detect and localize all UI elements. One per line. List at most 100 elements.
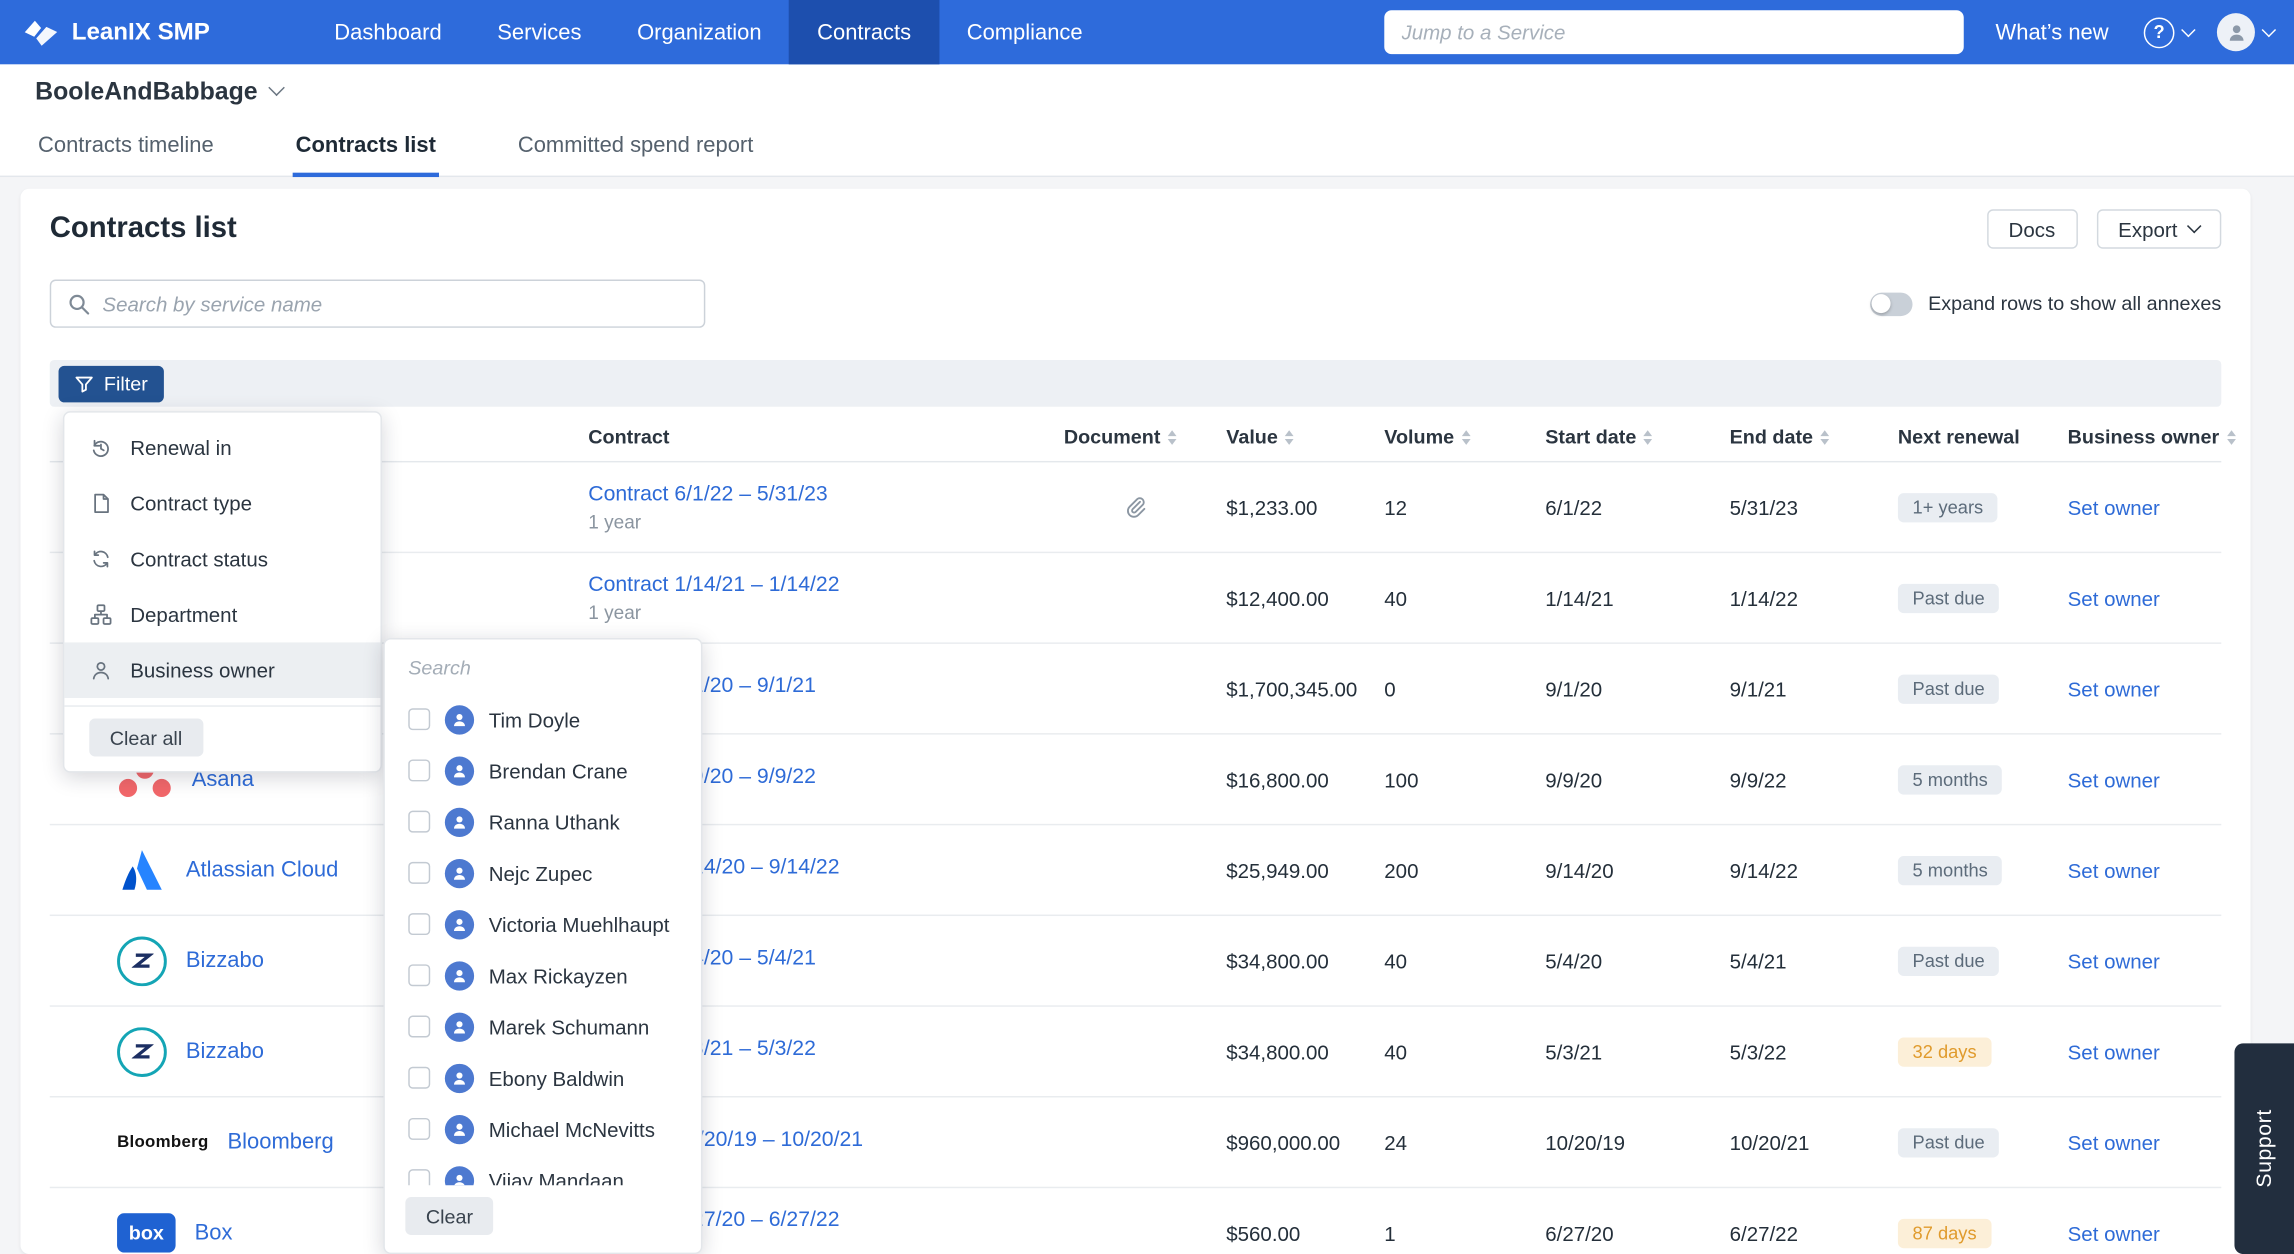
col-start-date[interactable]: Start date bbox=[1545, 426, 1729, 448]
value-cell: $25,949.00 bbox=[1226, 858, 1329, 882]
expand-annexes-toggle[interactable] bbox=[1869, 291, 1912, 316]
service-link[interactable]: Box bbox=[194, 1220, 233, 1246]
brand-name: LeanIX SMP bbox=[71, 18, 210, 45]
service-link[interactable]: Bloomberg bbox=[227, 1129, 334, 1155]
checkbox[interactable] bbox=[408, 861, 431, 884]
filter-option-business-owner[interactable]: Business owner bbox=[64, 642, 381, 698]
sort-icon[interactable] bbox=[1820, 429, 1830, 445]
owner-option[interactable]: Vijay Mandaan bbox=[385, 1155, 701, 1186]
export-button[interactable]: Export bbox=[2096, 209, 2222, 249]
table-toolbar: Expand rows to show all annexes bbox=[49, 279, 2222, 328]
owner-option[interactable]: Ranna Uthank bbox=[385, 796, 701, 847]
nav-dashboard[interactable]: Dashboard bbox=[334, 19, 442, 45]
clear-owner-filter-button[interactable]: Clear bbox=[405, 1196, 494, 1236]
service-link[interactable]: Bizzabo bbox=[185, 1038, 264, 1064]
help-menu[interactable]: ? bbox=[2143, 16, 2196, 48]
clear-all-filters-button[interactable]: Clear all bbox=[89, 718, 203, 757]
filter-option-renewal-in[interactable]: Renewal in bbox=[64, 420, 380, 476]
col-volume[interactable]: Volume bbox=[1384, 426, 1545, 448]
tab-contracts-timeline[interactable]: Contracts timeline bbox=[38, 133, 214, 159]
docs-button[interactable]: Docs bbox=[1986, 209, 2078, 249]
checkbox[interactable] bbox=[408, 1117, 431, 1140]
owner-cell: Set owner bbox=[2068, 1040, 2222, 1063]
leanix-logo-icon bbox=[23, 18, 58, 46]
filter-dropdown-footer: Clear all bbox=[64, 705, 381, 771]
service-cell: Bloomberg Bloomberg bbox=[50, 1130, 588, 1155]
col-business-owner[interactable]: Business owner bbox=[2068, 426, 2236, 448]
paperclip-icon[interactable] bbox=[1122, 495, 1226, 520]
nav-contracts[interactable]: Contracts bbox=[789, 0, 939, 65]
document-cell[interactable] bbox=[1064, 495, 1226, 520]
col-end-date[interactable]: End date bbox=[1730, 426, 1898, 448]
tab-committed-spend-report[interactable]: Committed spend report bbox=[517, 133, 754, 159]
owner-option-label: Marek Schumann bbox=[488, 1014, 650, 1039]
sort-icon[interactable] bbox=[1461, 429, 1471, 445]
set-owner-link[interactable]: Set owner bbox=[2067, 948, 2160, 973]
set-owner-link[interactable]: Set owner bbox=[2067, 586, 2160, 610]
filter-option-contract-type[interactable]: Contract type bbox=[64, 476, 380, 532]
set-owner-link[interactable]: Set owner bbox=[2067, 495, 2160, 519]
sort-icon[interactable] bbox=[1643, 429, 1653, 445]
set-owner-link[interactable]: Set owner bbox=[2067, 767, 2160, 791]
table-row: Atlassian Cloud Contract 9/14/20 – 9/14/… bbox=[49, 825, 2222, 917]
filter-option-department[interactable]: Department bbox=[64, 587, 380, 643]
checkbox[interactable] bbox=[408, 759, 431, 782]
sort-icon[interactable] bbox=[1167, 429, 1177, 445]
owner-option[interactable]: Michael McNevitts bbox=[385, 1103, 701, 1154]
service-link[interactable]: Atlassian Cloud bbox=[185, 857, 339, 883]
nav-services[interactable]: Services bbox=[497, 19, 582, 45]
set-owner-link[interactable]: Set owner bbox=[2067, 1039, 2160, 1064]
expand-annexes-label: Expand rows to show all annexes bbox=[1928, 292, 2222, 315]
jump-to-service-search[interactable] bbox=[1383, 10, 1964, 55]
service-name-search-input[interactable] bbox=[102, 291, 688, 316]
col-contract: Contract bbox=[588, 425, 670, 448]
owner-option[interactable]: Marek Schumann bbox=[385, 1001, 701, 1052]
owner-option[interactable]: Nejc Zupec bbox=[385, 847, 701, 898]
contract-duration: 1 year bbox=[588, 600, 642, 623]
owner-search[interactable] bbox=[385, 639, 701, 690]
filter-button[interactable]: Filter bbox=[58, 365, 164, 402]
checkbox[interactable] bbox=[408, 964, 431, 987]
workspace-name[interactable]: BooleAndBabbage bbox=[35, 76, 258, 105]
owner-option[interactable]: Ebony Baldwin bbox=[385, 1052, 701, 1103]
nav-organization[interactable]: Organization bbox=[637, 19, 762, 45]
owner-option[interactable]: Max Rickayzen bbox=[385, 950, 701, 1001]
col-value[interactable]: Value bbox=[1226, 426, 1384, 448]
service-name-search[interactable] bbox=[49, 279, 706, 328]
end-date-cell: 5/31/23 bbox=[1729, 495, 1798, 519]
whats-new-link[interactable]: What’s new bbox=[1995, 19, 2109, 45]
owner-option[interactable]: Victoria Muehlhaupt bbox=[385, 898, 701, 949]
filter-option-contract-status[interactable]: Contract status bbox=[64, 531, 380, 587]
sort-icon[interactable] bbox=[2226, 429, 2236, 445]
support-tab[interactable]: Support bbox=[2234, 1043, 2294, 1254]
nav-compliance[interactable]: Compliance bbox=[966, 19, 1083, 45]
owner-option[interactable]: Tim Doyle bbox=[385, 694, 701, 745]
checkbox[interactable] bbox=[408, 1066, 431, 1089]
owner-option-label: Nejc Zupec bbox=[488, 861, 593, 885]
set-owner-link[interactable]: Set owner bbox=[2067, 858, 2160, 882]
checkbox[interactable] bbox=[408, 913, 431, 936]
owner-option[interactable]: Brendan Crane bbox=[385, 745, 701, 796]
primary-nav: Dashboard Services Organization Contract… bbox=[306, 0, 1110, 65]
checkbox[interactable] bbox=[408, 708, 431, 731]
tab-contracts-list[interactable]: Contracts list bbox=[292, 119, 439, 178]
col-document[interactable]: Document bbox=[1064, 426, 1226, 448]
set-owner-link[interactable]: Set owner bbox=[2067, 1130, 2160, 1154]
service-cell: Atlassian Cloud bbox=[50, 847, 588, 892]
brand[interactable]: LeanIX SMP bbox=[23, 18, 210, 46]
checkbox[interactable] bbox=[408, 1169, 431, 1186]
checkbox[interactable] bbox=[408, 1015, 431, 1038]
jump-to-service-input[interactable] bbox=[1401, 20, 1946, 44]
top-navbar: LeanIX SMP Dashboard Services Organizati… bbox=[0, 0, 2294, 65]
contract-link[interactable]: Contract 6/1/22 – 5/31/23 bbox=[588, 482, 828, 506]
contract-link[interactable]: Contract 1/14/21 – 1/14/22 bbox=[588, 572, 840, 597]
chevron-down-icon[interactable] bbox=[268, 79, 285, 97]
set-owner-link[interactable]: Set owner bbox=[2067, 1221, 2160, 1245]
set-owner-link[interactable]: Set owner bbox=[2067, 676, 2160, 701]
value-cell: $1,700,345.00 bbox=[1226, 676, 1358, 701]
service-link[interactable]: Bizzabo bbox=[185, 948, 264, 974]
sort-icon[interactable] bbox=[1285, 429, 1294, 445]
owner-search-input[interactable] bbox=[408, 657, 678, 679]
user-menu[interactable] bbox=[2216, 13, 2277, 52]
checkbox[interactable] bbox=[408, 810, 431, 833]
